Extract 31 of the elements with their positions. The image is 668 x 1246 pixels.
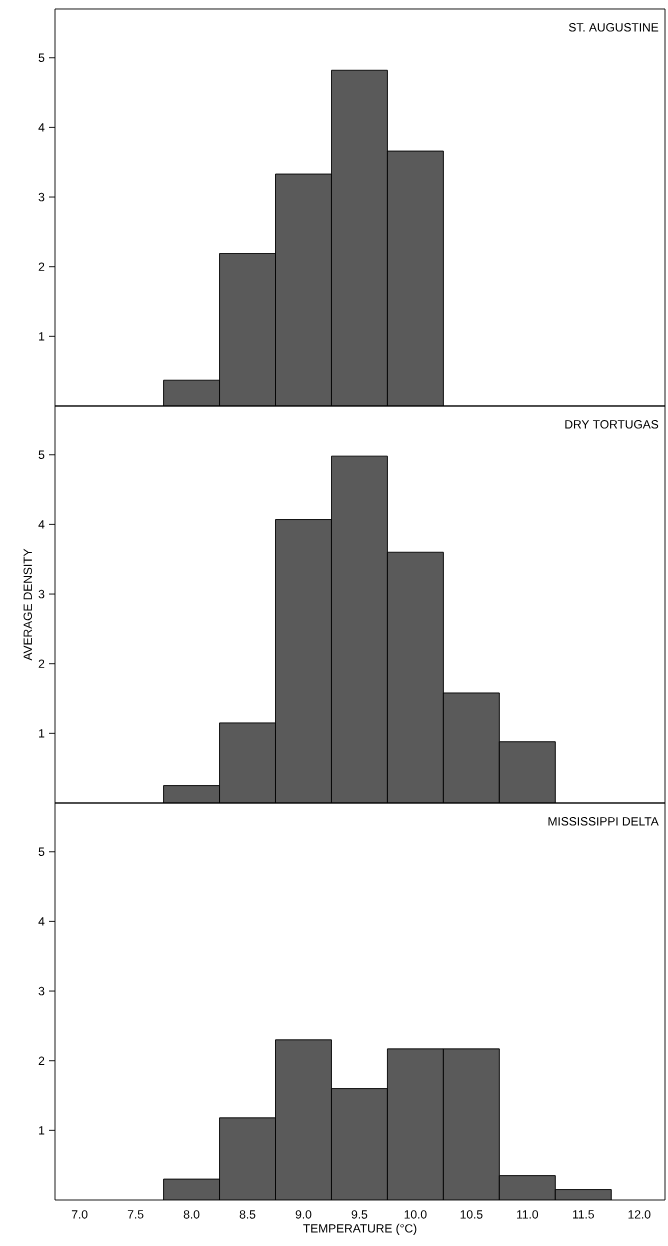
y-tick-label: 1 bbox=[39, 729, 45, 738]
x-tick-label: 8.5 bbox=[239, 1210, 256, 1219]
text: DRY TORTUGAS bbox=[565, 420, 659, 429]
y-tick-label: 3 bbox=[38, 986, 45, 996]
y-tick-label: 3 bbox=[38, 192, 45, 202]
x-axis-title: TEMPERATURE (°C) bbox=[303, 1223, 417, 1235]
x-tick-label: 9.0 bbox=[295, 1210, 312, 1219]
x-tick-label: 10.0 bbox=[404, 1210, 427, 1219]
y-tick-label: 2 bbox=[38, 1056, 45, 1065]
x-tick-label: 10.5 bbox=[460, 1210, 483, 1219]
text: MISSISSIPPI DELTA bbox=[548, 817, 659, 826]
y-tick-label: 1 bbox=[39, 1126, 45, 1135]
y-tick-label: 5 bbox=[38, 450, 45, 459]
x-tick-label: 11.0 bbox=[517, 1210, 539, 1219]
y-tick-label: 5 bbox=[38, 53, 45, 62]
x-tick-label: 8.0 bbox=[183, 1210, 200, 1219]
y-tick-label: 5 bbox=[38, 847, 45, 856]
x-tick-label: 11.5 bbox=[573, 1210, 594, 1219]
y-tick-label: 3 bbox=[38, 589, 45, 599]
y-tick-label: 1 bbox=[39, 332, 45, 341]
x-tick-label: 12.0 bbox=[628, 1210, 651, 1219]
y-axis-title: AVERAGE DENSITY bbox=[23, 548, 32, 661]
y-tick-label: 4 bbox=[38, 917, 45, 926]
y-tick-label: 4 bbox=[38, 520, 45, 529]
y-tick-label: 2 bbox=[38, 659, 45, 668]
y-tick-label: 2 bbox=[38, 262, 45, 271]
x-tick-label: 9.5 bbox=[351, 1210, 368, 1219]
x-tick-label: 7.5 bbox=[127, 1210, 144, 1219]
text: ST. AUGUSTINE bbox=[568, 23, 659, 32]
x-tick-label: 7.0 bbox=[71, 1210, 88, 1219]
y-tick-label: 4 bbox=[38, 123, 45, 132]
